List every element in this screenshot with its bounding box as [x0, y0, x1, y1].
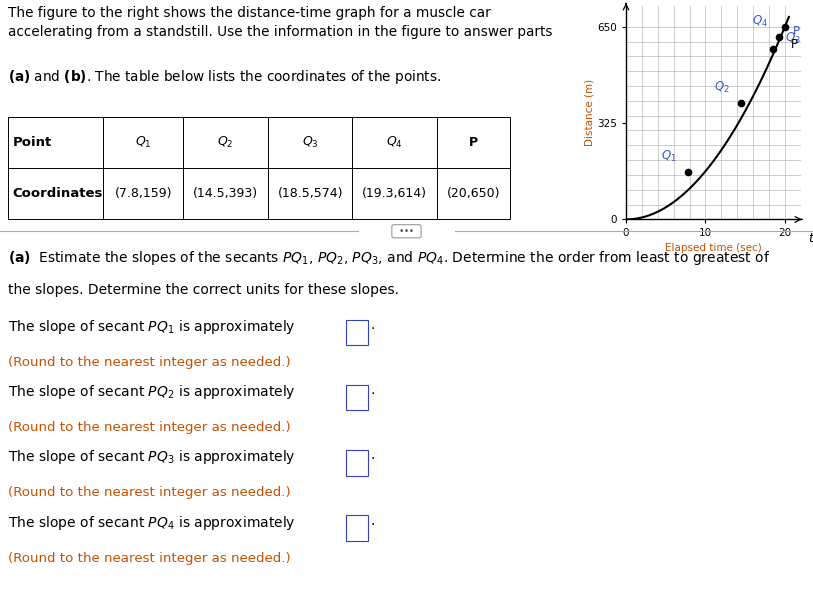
Text: (14.5,393): (14.5,393) — [193, 187, 258, 200]
X-axis label: Elapsed time (sec): Elapsed time (sec) — [665, 243, 762, 253]
Text: the slopes. Determine the correct units for these slopes.: the slopes. Determine the correct units … — [8, 282, 399, 296]
Bar — [103, 117, 183, 168]
Text: $t$: $t$ — [808, 232, 813, 246]
Text: P: P — [790, 38, 798, 51]
Bar — [346, 450, 367, 476]
Text: .: . — [371, 383, 376, 397]
Text: (Round to the nearest integer as needed.): (Round to the nearest integer as needed.… — [8, 551, 291, 565]
Text: •••: ••• — [394, 227, 419, 236]
Text: Estimate the slopes of the secants $PQ_1$, $PQ_2$, $PQ_3$, and $PQ_4$. Determine: Estimate the slopes of the secants $PQ_1… — [34, 249, 771, 267]
Text: Point: Point — [12, 136, 52, 149]
Text: The slope of secant $PQ_1$ is approximately: The slope of secant $PQ_1$ is approximat… — [8, 318, 296, 336]
Text: The figure to the right shows the distance-time graph for a muscle car
accelerat: The figure to the right shows the distan… — [8, 6, 553, 39]
Text: $Q_3$: $Q_3$ — [785, 31, 800, 46]
Bar — [353, 117, 437, 168]
Text: (19.3,614): (19.3,614) — [363, 187, 428, 200]
Text: $\mathbf{(a)}$ and $\mathbf{(b)}$. The table below lists the coordinates of the : $\mathbf{(a)}$ and $\mathbf{(b)}$. The t… — [8, 68, 441, 86]
Text: $\mathbf{(a)}$: $\mathbf{(a)}$ — [8, 249, 31, 266]
Text: $Q_4$: $Q_4$ — [386, 135, 403, 150]
Bar — [183, 168, 267, 219]
Text: (18.5,574): (18.5,574) — [277, 187, 343, 200]
Text: $Q_2$: $Q_2$ — [217, 135, 233, 150]
Bar — [183, 117, 267, 168]
Bar — [103, 168, 183, 219]
Text: The slope of secant $PQ_4$ is approximately: The slope of secant $PQ_4$ is approximat… — [8, 514, 296, 531]
Text: Coordinates: Coordinates — [12, 187, 102, 200]
Bar — [437, 117, 510, 168]
Bar — [353, 168, 437, 219]
Bar — [267, 117, 353, 168]
Text: .: . — [371, 448, 376, 463]
Text: P: P — [469, 136, 478, 149]
Text: $Q_2$: $Q_2$ — [714, 79, 729, 94]
Text: $Q_1$: $Q_1$ — [661, 149, 676, 164]
Bar — [267, 168, 353, 219]
Bar — [8, 117, 103, 168]
Text: (Round to the nearest integer as needed.): (Round to the nearest integer as needed.… — [8, 486, 291, 499]
Text: $Q_3$: $Q_3$ — [302, 135, 319, 150]
Bar — [8, 168, 103, 219]
Text: .: . — [371, 318, 376, 332]
Bar — [437, 168, 510, 219]
Y-axis label: Distance (m): Distance (m) — [585, 79, 594, 146]
Text: The slope of secant $PQ_2$ is approximately: The slope of secant $PQ_2$ is approximat… — [8, 383, 296, 401]
Text: (Round to the nearest integer as needed.): (Round to the nearest integer as needed.… — [8, 421, 291, 434]
Bar — [346, 320, 367, 345]
Text: (7.8,159): (7.8,159) — [115, 187, 172, 200]
Text: $Q_1$: $Q_1$ — [135, 135, 151, 150]
Text: P: P — [793, 25, 800, 38]
Text: (20,650): (20,650) — [446, 187, 500, 200]
Bar — [346, 515, 367, 541]
Bar — [346, 385, 367, 410]
Text: The slope of secant $PQ_3$ is approximately: The slope of secant $PQ_3$ is approximat… — [8, 448, 296, 466]
Text: .: . — [371, 514, 376, 528]
Text: $Q_4$: $Q_4$ — [752, 14, 768, 29]
Text: (Round to the nearest integer as needed.): (Round to the nearest integer as needed.… — [8, 356, 291, 369]
